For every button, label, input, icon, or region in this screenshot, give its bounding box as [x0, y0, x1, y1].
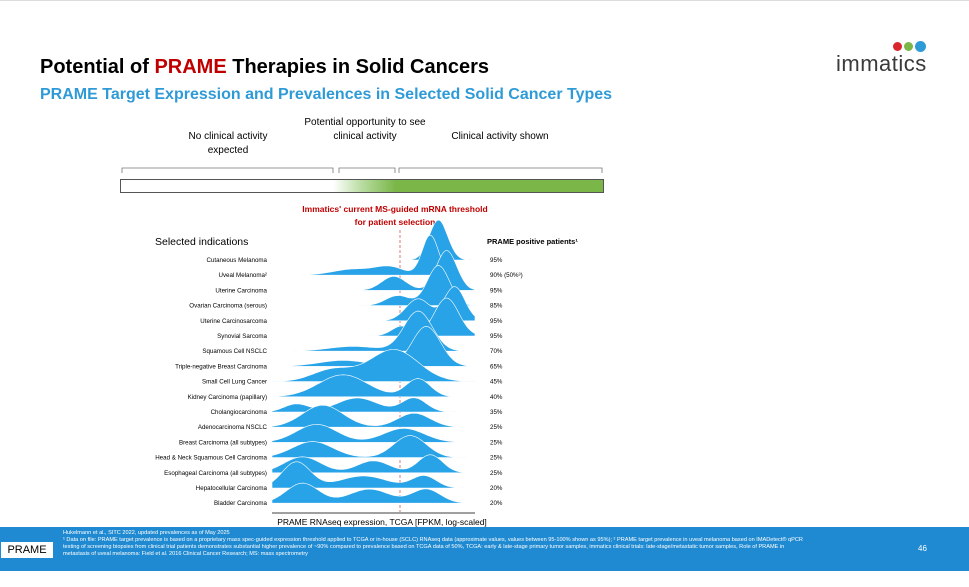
ridges [271, 219, 476, 504]
positive-value: 95% [490, 333, 503, 340]
positive-value: 70% [490, 348, 503, 355]
positive-value: 95% [490, 287, 503, 294]
ridge-3 [272, 265, 476, 306]
activity-gradient-bar [120, 179, 604, 193]
logo-dot-red [893, 42, 902, 51]
bracket-clinical [398, 167, 603, 173]
positive-value: 20% [490, 500, 503, 507]
positive-value: 40% [490, 394, 503, 401]
indication-label: Ovarian Carcinoma (serous) [189, 303, 267, 310]
indication-label: Small Cell Lung Cancer [202, 379, 267, 386]
indication-label: Esophageal Carcinoma (all subtypes) [164, 470, 267, 477]
indication-label: Adenocarcinoma NSCLC [198, 424, 268, 431]
indication-label: Uterine Carcinoma [215, 287, 267, 294]
positive-value: 90% (50%³) [490, 272, 523, 279]
ridge-13 [271, 435, 475, 458]
ridge-16 [271, 482, 476, 504]
logo-dot-green [904, 42, 913, 51]
selected-indications-header: Selected indications [155, 236, 249, 248]
ridge-15 [271, 461, 475, 489]
positive-value: 35% [490, 409, 503, 416]
prame-positive-header: PRAME positive patients¹ [487, 237, 578, 246]
logo-dot-blue [915, 41, 926, 52]
page-title: Potential of PRAME Therapies in Solid Ca… [40, 56, 489, 78]
top-divider [0, 0, 969, 1]
indication-labels: Cutaneous Melanoma Uveal Melanoma² Uterine… [155, 257, 267, 507]
indication-label: Kidney Carcinoma (papillary) [188, 394, 267, 401]
ridge-9 [271, 374, 475, 398]
indication-label: Bladder Carcinoma [214, 500, 268, 507]
indication-label: Synovial Sarcoma [217, 333, 267, 340]
positive-value: 25% [490, 455, 503, 462]
footer-bar [0, 527, 969, 571]
footnote-data: ¹ Data on file: PRAME target prevalence … [63, 537, 803, 557]
indication-label: Triple-negative Breast Carcinoma [175, 363, 267, 370]
positive-value: 95% [490, 318, 503, 325]
positive-value: 25% [490, 424, 503, 431]
zone-label-clinical: Clinical activity shown [451, 131, 549, 142]
zone-label-potential: Potential opportunity to see clinical ac… [304, 117, 426, 142]
indication-label: Uterine Carcinosarcoma [200, 318, 267, 325]
threshold-label: Immatics' current MS-guided mRNA thresho… [302, 204, 488, 227]
positive-value: 25% [490, 470, 503, 477]
page-subtitle: PRAME Target Expression and Prevalences … [40, 86, 613, 103]
ridge-10 [271, 397, 475, 413]
positive-value: 25% [490, 439, 503, 446]
zone-label-no-activity: No clinical activity expected [188, 131, 268, 156]
indication-label: Uveal Melanoma² [219, 272, 268, 279]
indication-label: Cutaneous Melanoma [206, 257, 267, 264]
ridgeline-chart: Cutaneous Melanoma Uveal Melanoma² Uterine… [121, 167, 603, 527]
indication-label: Cholangiocarcinoma [211, 409, 268, 416]
indication-label: Squamous Cell NSCLC [202, 348, 267, 355]
ridge-12 [271, 424, 475, 443]
ridge-11 [271, 404, 475, 428]
footer-tag: PRAME [0, 541, 54, 559]
ridge-14 [271, 454, 475, 474]
indication-label: Head & Neck Squamous Cell Carcinoma [155, 455, 267, 462]
page-number: 46 [918, 544, 927, 553]
positive-value: 45% [490, 379, 503, 386]
ridge-5 [272, 297, 476, 337]
positive-value: 20% [490, 485, 503, 492]
footnote-ref: Hukelmann et al., SITC 2022, updated pre… [63, 530, 230, 536]
footnotes: Hukelmann et al., SITC 2022, updated pre… [63, 530, 803, 558]
ridge-8 [271, 349, 476, 382]
bracket-no-activity [121, 167, 334, 173]
positive-value: 95% [490, 257, 503, 264]
positive-value: 85% [490, 303, 503, 310]
immatics-logo: immatics [836, 38, 941, 78]
bracket-potential [338, 167, 396, 173]
x-axis-label: PRAME RNAseq expression, TCGA [FPKM, log… [277, 517, 487, 527]
positive-value: 65% [490, 363, 503, 370]
indication-label: Hepatocellular Carcinoma [196, 485, 268, 492]
zone-brackets [121, 167, 603, 173]
logo-wordmark: immatics [836, 51, 927, 76]
positive-values: 95% 90% (50%³) 95% 85% 95% 95% 70% 65% 45% 40% 35%… [490, 257, 523, 507]
indication-label: Breast Carcinoma (all subtypes) [179, 439, 267, 446]
